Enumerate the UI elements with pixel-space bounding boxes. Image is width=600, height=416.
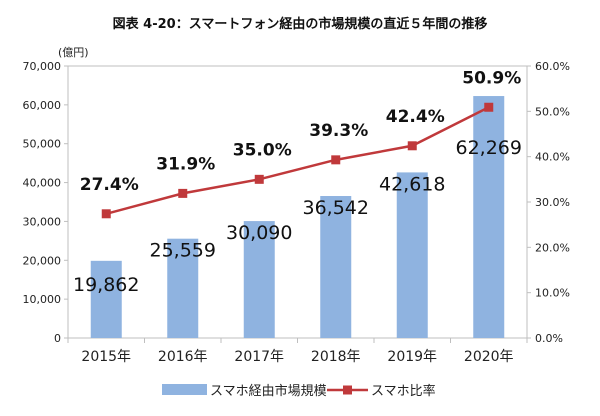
- bar-value-label: 62,269: [456, 137, 522, 159]
- chart-title: 図表 4-20：スマートフォン経由の市場規模の直近５年間の推移: [113, 16, 488, 32]
- ratio-line: [105, 106, 490, 215]
- bar-value-label: 19,862: [73, 274, 139, 296]
- bar: [90, 260, 122, 338]
- right-axis-tick-label: 30.0%: [535, 196, 570, 209]
- bar-value-label: 25,559: [150, 240, 216, 262]
- x-axis-tick-label: 2016年: [158, 349, 208, 365]
- x-axis-tick-label: 2018年: [311, 349, 361, 365]
- x-axis-tick-label: 2017年: [234, 349, 284, 365]
- legend-swatch-marker: [343, 385, 352, 395]
- line-point: [254, 174, 264, 184]
- left-axis-unit: (億円): [58, 46, 89, 59]
- line-point: [331, 155, 341, 165]
- right-axis-tick-label: 10.0%: [535, 287, 570, 300]
- line-point: [101, 209, 111, 219]
- bar: [243, 221, 275, 338]
- line-value-label: 27.4%: [80, 175, 139, 195]
- bar: [473, 96, 505, 338]
- line-value-label: 50.9%: [462, 68, 521, 88]
- line-point: [178, 188, 188, 198]
- line-value-label: 42.4%: [386, 107, 445, 127]
- left-axis-tick-label: 0: [54, 332, 61, 345]
- left-axis-tick-label: 70,000: [23, 60, 62, 73]
- left-axis-tick-label: 10,000: [23, 293, 62, 306]
- left-axis-tick-label: 40,000: [23, 177, 62, 190]
- bar-value-label: 30,090: [226, 222, 292, 244]
- legend-label-line: スマホ比率: [371, 383, 436, 399]
- line-point: [407, 141, 417, 151]
- line-value-label: 31.9%: [156, 154, 215, 174]
- left-axis-tick-label: 60,000: [23, 99, 62, 112]
- right-axis-tick-label: 60.0%: [535, 60, 570, 73]
- plot-frame: [67, 65, 528, 339]
- x-axis-tick-label: 2020年: [464, 349, 514, 365]
- right-axis-tick-label: 40.0%: [535, 151, 570, 164]
- line-point: [484, 102, 494, 112]
- right-axis-tick-label: 20.0%: [535, 241, 570, 254]
- legend-label-bar: スマホ経由市場規模: [210, 383, 327, 399]
- bar-value-label: 36,542: [303, 197, 369, 219]
- bar-value-label: 42,618: [379, 173, 445, 195]
- bar: [167, 238, 199, 338]
- line-value-label: 39.3%: [309, 121, 368, 141]
- x-axis-tick-label: 2015年: [81, 349, 131, 365]
- legend-swatch-bar: [162, 384, 207, 395]
- bar: [320, 196, 352, 338]
- left-axis-tick-label: 20,000: [23, 254, 62, 267]
- right-axis-tick-label: 50.0%: [535, 105, 570, 118]
- x-axis-tick-label: 2019年: [387, 349, 437, 365]
- left-axis-tick-label: 30,000: [23, 215, 62, 228]
- bar: [396, 172, 428, 338]
- left-axis-tick-label: 50,000: [23, 138, 62, 151]
- plot-area: 0 10,000 20,000 30,000 40,000 50,000 60,000 70,…: [23, 60, 570, 399]
- right-axis-tick-label: 0.0%: [535, 332, 563, 345]
- line-value-label: 35.0%: [233, 140, 292, 160]
